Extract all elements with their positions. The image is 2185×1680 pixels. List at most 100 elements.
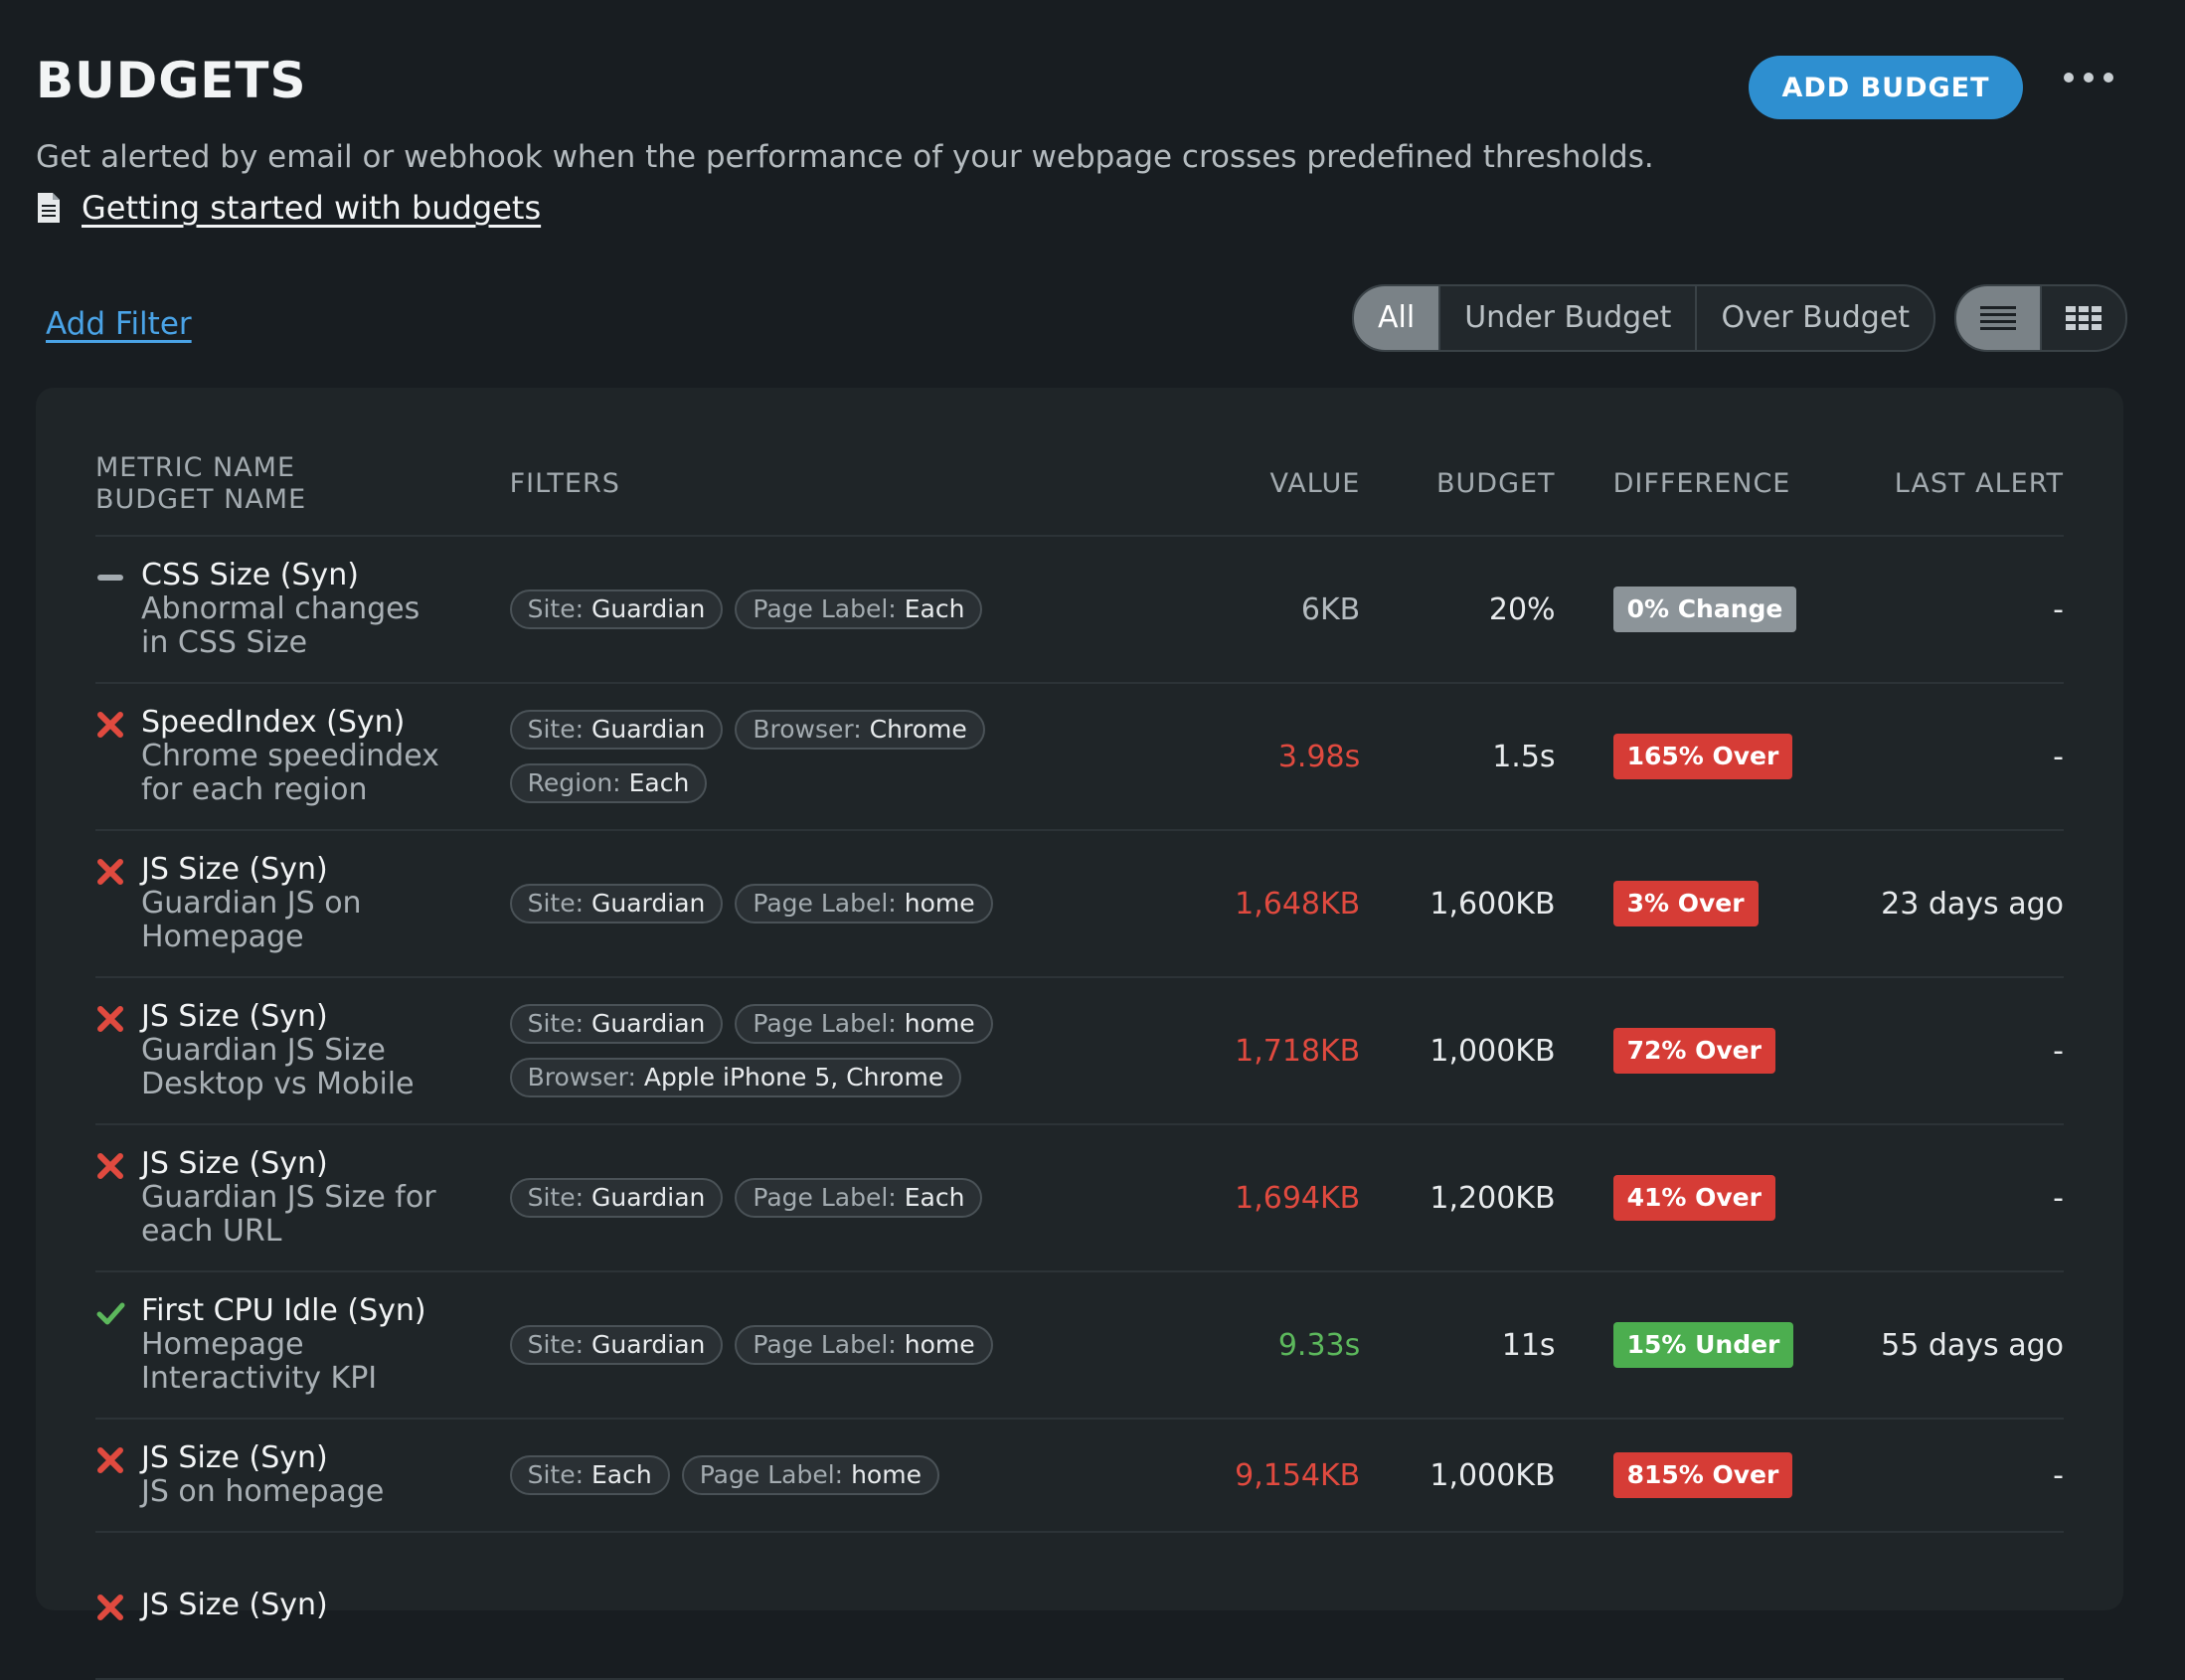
filter-chip: Page Label: Each <box>735 1178 983 1218</box>
value-cell: 1,718KB <box>1077 977 1361 1125</box>
filter-chip: Site: Guardian <box>509 1325 724 1365</box>
filter-value: home <box>904 1330 975 1359</box>
page-title: BUDGETS <box>36 52 307 109</box>
metric-name: JS Size (Syn) <box>141 1588 328 1622</box>
filter-chip: Site: Guardian <box>509 1004 724 1044</box>
doc-link-row: Getting started with budgets <box>36 189 2125 227</box>
metric-name: JS Size (Syn) <box>141 852 328 887</box>
list-view-icon[interactable] <box>1956 286 2040 350</box>
value-cell: 3.98s <box>1077 683 1361 831</box>
budget-cell: 1,000KB <box>1360 977 1556 1125</box>
difference-cell: 0% Change <box>1555 536 1865 684</box>
filter-chip: Page Label: home <box>735 884 993 924</box>
getting-started-link[interactable]: Getting started with budgets <box>82 189 542 227</box>
over-budget-x-icon <box>95 1593 125 1622</box>
table-row[interactable]: First CPU Idle (Syn) Homepage Interactivi… <box>95 1271 2064 1420</box>
column-header-difference[interactable]: DIFFERENCE <box>1555 433 1865 537</box>
filter-chip: Browser: Apple iPhone 5, Chrome <box>509 1058 962 1097</box>
document-icon <box>36 192 62 224</box>
difference-badge: 165% Over <box>1612 734 1793 779</box>
budget-cell <box>1360 1532 1556 1680</box>
filter-chip: Page Label: Each <box>735 589 983 629</box>
filter-all[interactable]: All <box>1354 286 1439 350</box>
column-header-metric[interactable]: METRIC NAME BUDGET NAME <box>95 433 510 537</box>
budget-name: Guardian JS on Homepage <box>141 886 362 954</box>
filter-key: Site: <box>527 1183 585 1212</box>
difference-badge: 72% Over <box>1612 1028 1775 1074</box>
budget-name: Homepage Interactivity KPI <box>141 1327 378 1396</box>
more-options-icon[interactable] <box>2064 68 2113 87</box>
table-row[interactable]: SpeedIndex (Syn) Chrome speedindex for ea… <box>95 683 2064 831</box>
difference-badge: 41% Over <box>1612 1175 1775 1221</box>
budget-name: JS on homepage <box>141 1474 385 1509</box>
filter-value: Guardian <box>591 889 706 918</box>
metric-cell: JS Size (Syn) JS on homepage <box>95 1419 510 1533</box>
difference-cell: 3% Over <box>1555 830 1865 978</box>
difference-cell: 72% Over <box>1555 977 1865 1125</box>
metric-cell: JS Size (Syn) <box>95 1532 510 1680</box>
over-budget-x-icon <box>95 1151 125 1181</box>
filter-chip: Page Label: home <box>681 1455 939 1495</box>
grid-view-icon[interactable] <box>2040 286 2125 350</box>
filter-value: Each <box>628 768 690 797</box>
table-row[interactable]: CSS Size (Syn) Abnormal changes in CSS Si… <box>95 536 2064 684</box>
view-mode-toggle <box>1954 284 2127 352</box>
page-subtitle: Get alerted by email or webhook when the… <box>36 139 1654 175</box>
last-alert-cell <box>1864 1532 2064 1680</box>
budget-name: Guardian JS Size Desktop vs Mobile <box>141 1033 415 1101</box>
table-row[interactable]: JS Size (Syn) <box>95 1532 2064 1680</box>
filters-cell: Site: Guardian Page Label: Each <box>509 1124 1078 1272</box>
value-cell <box>1077 1532 1361 1680</box>
last-alert-cell: 55 days ago <box>1864 1271 2064 1420</box>
filters-cell: Site: Guardian Browser: Chrome Region: Each <box>509 683 1078 831</box>
table-row[interactable]: JS Size (Syn) JS on homepage Site: Each Pa… <box>95 1419 2064 1533</box>
difference-badge: 0% Change <box>1612 587 1797 632</box>
column-header-budget[interactable]: BUDGET <box>1360 433 1556 537</box>
filter-key: Site: <box>527 715 585 744</box>
metric-cell: JS Size (Syn) Guardian JS Size Desktop vs… <box>95 977 510 1125</box>
value-cell: 6KB <box>1077 536 1361 684</box>
column-header-last-alert[interactable]: LAST ALERT <box>1864 433 2064 537</box>
filter-value: Each <box>904 1183 965 1212</box>
filter-key: Site: <box>527 889 585 918</box>
budget-name: Guardian JS Size for each URL <box>141 1180 436 1249</box>
filter-value: Each <box>591 1460 652 1489</box>
value-cell: 1,694KB <box>1077 1124 1361 1272</box>
filter-value: home <box>904 889 975 918</box>
last-alert-cell: - <box>1864 977 2064 1125</box>
filters-cell: Site: Each Page Label: home <box>509 1419 1078 1533</box>
filter-value: home <box>851 1460 922 1489</box>
metric-cell: First CPU Idle (Syn) Homepage Interactivi… <box>95 1271 510 1420</box>
difference-badge: 815% Over <box>1612 1452 1793 1498</box>
filters-cell: Site: Guardian Page Label: home Browser: Appl… <box>509 977 1078 1125</box>
filter-over-budget[interactable]: Over Budget <box>1695 286 1933 350</box>
filter-value: Guardian <box>591 1183 706 1212</box>
table-row[interactable]: JS Size (Syn) Guardian JS Size Desktop vs… <box>95 977 2064 1125</box>
filter-under-budget[interactable]: Under Budget <box>1438 286 1695 350</box>
value-cell: 9.33s <box>1077 1271 1361 1420</box>
metric-cell: JS Size (Syn) Guardian JS on Homepage <box>95 830 510 978</box>
filter-value: Guardian <box>591 715 706 744</box>
filters-cell: Site: Guardian Page Label: home <box>509 830 1078 978</box>
no-change-dash-icon <box>95 563 125 592</box>
metric-name: JS Size (Syn) <box>141 1440 328 1475</box>
add-filter-link[interactable]: Add Filter <box>46 306 192 342</box>
metric-name: SpeedIndex (Syn) <box>141 705 406 740</box>
filter-key: Page Label: <box>699 1460 844 1489</box>
column-header-value[interactable]: VALUE <box>1077 433 1361 537</box>
table-row[interactable]: JS Size (Syn) Guardian JS on Homepage Sit… <box>95 830 2064 978</box>
filter-key: Region: <box>527 768 621 797</box>
budget-cell: 20% <box>1360 536 1556 684</box>
filter-key: Page Label: <box>753 1330 897 1359</box>
filter-key: Site: <box>527 1330 585 1359</box>
filter-chip: Region: Each <box>509 763 708 803</box>
last-alert-cell: - <box>1864 1419 2064 1533</box>
filter-value: home <box>904 1009 975 1038</box>
table-row[interactable]: JS Size (Syn) Guardian JS Size for each U… <box>95 1124 2064 1272</box>
difference-cell: 15% Under <box>1555 1271 1865 1420</box>
add-budget-button[interactable]: ADD BUDGET <box>1749 56 2023 119</box>
filter-chip: Site: Each <box>509 1455 670 1495</box>
budget-cell: 1,000KB <box>1360 1419 1556 1533</box>
column-header-filters: FILTERS <box>509 433 1078 537</box>
filters-cell: Site: Guardian Page Label: home <box>509 1271 1078 1420</box>
